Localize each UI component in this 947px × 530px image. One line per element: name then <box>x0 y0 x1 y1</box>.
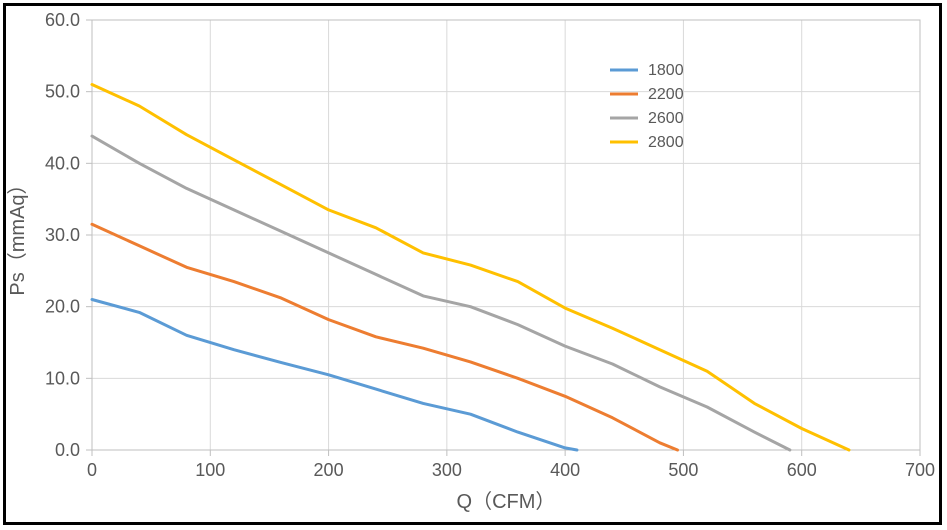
x-tick-label: 600 <box>787 460 817 480</box>
line-chart: 0 100 200 300 400 500 600 700 0.0 10.0 20.0 30.0 40.… <box>0 0 947 530</box>
x-tick-label: 700 <box>905 460 935 480</box>
y-tick-label: 50.0 <box>45 82 80 102</box>
y-tick-label: 20.0 <box>45 297 80 317</box>
x-tick-label: 500 <box>668 460 698 480</box>
y-axis-label: Ps（mmAq） <box>6 174 29 295</box>
legend-label-2600: 2600 <box>648 110 684 127</box>
x-tick-label: 400 <box>550 460 580 480</box>
y-tick-label: 10.0 <box>45 368 80 388</box>
x-tick-label: 300 <box>432 460 462 480</box>
x-tick-label: 0 <box>87 460 97 480</box>
legend-label-2800: 2800 <box>648 134 684 151</box>
x-tick-label: 200 <box>314 460 344 480</box>
x-tick-label: 100 <box>195 460 225 480</box>
x-axis-label: Q（CFM） <box>457 490 556 513</box>
y-tick-label: 60.0 <box>45 10 80 30</box>
legend-label-2200: 2200 <box>648 86 684 103</box>
y-tick-label: 40.0 <box>45 153 80 173</box>
y-tick-label: 30.0 <box>45 225 80 245</box>
legend-label-1800: 1800 <box>648 62 684 79</box>
y-tick-label: 0.0 <box>55 440 80 460</box>
chart-container: 0 100 200 300 400 500 600 700 0.0 10.0 20.0 30.0 40.… <box>0 0 947 530</box>
